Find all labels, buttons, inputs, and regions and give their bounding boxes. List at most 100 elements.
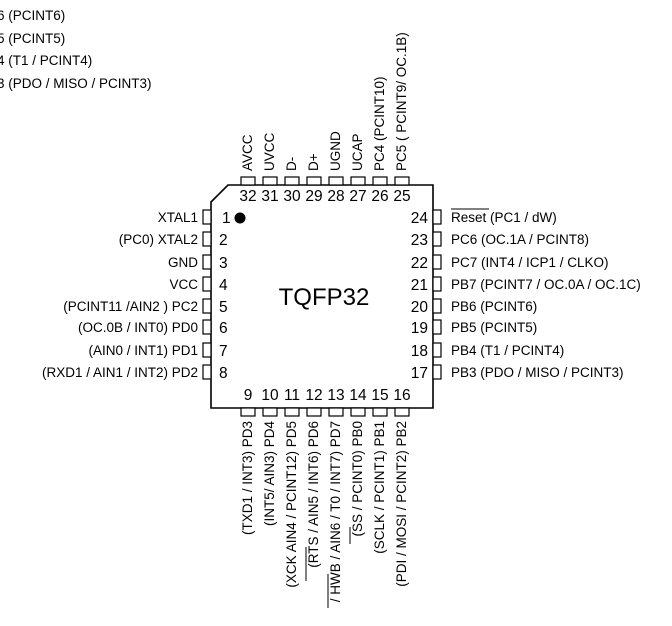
pin-15: 15 (SCLK / PCINT1) PB1 — [371, 387, 388, 554]
pin-6: 6 (OC.0B / INT0) PD0 — [78, 319, 228, 337]
pin-label: XTAL1 — [158, 210, 198, 225]
pin-27: 27 UCAP — [349, 133, 366, 205]
pin-number: 28 — [327, 188, 344, 205]
pin-lead — [202, 231, 212, 247]
pin-lead — [240, 176, 256, 186]
pin-number: 12 — [305, 387, 322, 404]
pin-lead — [372, 176, 388, 186]
pin-label: (OC.0B / INT0) PD0 — [78, 320, 198, 335]
pin-21: 21 PB7 (PCINT7 / OC.0A / OC.1C) — [411, 276, 641, 294]
pin-label: VCC — [169, 277, 198, 292]
pin-number: 2 — [219, 232, 228, 249]
pin-17: 17 PB3 (PDO / MISO / PCINT3) — [411, 364, 624, 382]
pin-5: 5 (PCINT11 /AIN2 ) PC2 — [63, 298, 228, 316]
pin-label: (PCINT11 /AIN2 ) PC2 — [63, 299, 198, 314]
pin-lead — [432, 342, 442, 358]
bottom-pins: 9 (TXD1 / INT3) PD3 10 (INT5/ AIN3) PD4 … — [240, 387, 411, 608]
cutoff-fragments: 6 (PCINT6) 5 (PCINT5) 4 (T1 / PCINT4) 3 … — [0, 8, 152, 91]
pin-lead — [262, 176, 278, 186]
pin-label: (XCK AIN4 / PCINT12) PD5 — [284, 421, 299, 588]
pin-lead — [240, 407, 256, 417]
pin-lead — [202, 342, 212, 358]
pin-label: Reset (PC1 / dW) — [451, 210, 557, 225]
pin-label: AVCC — [240, 134, 255, 171]
pin-4: 4 VCC — [169, 276, 228, 294]
pin-label: (SCLK / PCINT1) PB1 — [372, 421, 387, 554]
pin-31: 31 UVCC — [261, 132, 278, 205]
fragment-line: 5 (PCINT5) — [0, 31, 65, 46]
top-pins: 32 AVCC 31 UVCC 30 D- 29 D+ 28 UGND 27 U… — [239, 32, 410, 205]
pin-number: 13 — [327, 387, 344, 404]
pin-label: PC7 (INT4 / ICP1 / CLKO) — [451, 255, 609, 270]
pin-number: 14 — [349, 387, 367, 404]
pin-lead — [350, 407, 366, 417]
pin-label: (TXD1 / INT3) PD3 — [240, 421, 255, 535]
pin-2: 2 (PC0) XTAL2 — [119, 231, 228, 249]
pin-label: PB6 (PCINT6) — [451, 299, 537, 314]
pin-lead — [284, 176, 300, 186]
pin-label: / HWB / AIN6 / T0 / INT7) PD7 — [328, 421, 343, 602]
pin-lead — [328, 407, 344, 417]
pin-lead — [432, 254, 442, 270]
pin-number: 27 — [349, 188, 366, 205]
pin-number: 19 — [411, 320, 428, 337]
pin-10: 10 (INT5/ AIN3) PD4 — [261, 387, 279, 526]
pin-number: 25 — [393, 188, 410, 205]
pin-label: GND — [168, 255, 198, 270]
pin-number: 7 — [219, 343, 228, 360]
pin-number: 10 — [261, 387, 279, 404]
pin-lead — [432, 298, 442, 314]
pin-lead — [202, 319, 212, 335]
pin-label: (RXD1 / AIN1 / INT2) PD2 — [42, 365, 198, 380]
pin-number: 15 — [371, 387, 388, 404]
pin-number: 23 — [411, 232, 428, 249]
pin-lead — [394, 407, 410, 417]
pin-number: 21 — [411, 277, 428, 294]
pin-lead — [202, 209, 212, 225]
pin-number: 8 — [219, 365, 228, 382]
pin-lead — [328, 176, 344, 186]
pin-8: 8 (RXD1 / AIN1 / INT2) PD2 — [42, 364, 228, 382]
pin-16: 16 (PDI / MOSI / PCINT2) PB2 — [393, 387, 410, 587]
pin-label: (PC0) XTAL2 — [119, 232, 198, 247]
pin-lead — [432, 364, 442, 380]
pin1-marker — [234, 212, 246, 224]
pin-label: UGND — [328, 131, 343, 171]
pin-29: 29 D+ — [305, 153, 322, 205]
pin-20: 20 PB6 (PCINT6) — [411, 298, 537, 316]
pin-label: (PDI / MOSI / PCINT2) PB2 — [394, 421, 409, 587]
pin-13: 13 / HWB / AIN6 / T0 / INT7) PD7 — [327, 387, 345, 608]
pin-number: 5 — [219, 299, 228, 316]
pin-18: 18 PB4 (T1 / PCINT4) — [411, 342, 564, 360]
pin-number: 3 — [219, 255, 228, 272]
pin-lead — [284, 407, 300, 417]
pin-number: 31 — [261, 188, 278, 205]
pin-label: PB3 (PDO / MISO / PCINT3) — [451, 365, 624, 380]
pin-label: UCAP — [350, 133, 365, 171]
pin-number: 24 — [411, 210, 429, 227]
pin-30: 30 D- — [283, 157, 301, 205]
pin-label: D- — [284, 157, 299, 171]
pin-23: 23 PC6 (OC.1A / PCINT8) — [411, 231, 589, 249]
pin-label: PB5 (PCINT5) — [451, 320, 537, 335]
pin-lead — [202, 298, 212, 314]
pin-number: 30 — [283, 188, 301, 205]
pin-label: (AIN0 / INT1) PD1 — [88, 343, 198, 358]
pin-3: 3 GND — [168, 254, 228, 272]
pin-lead — [202, 254, 212, 270]
pin-7: 7 (AIN0 / INT1) PD1 — [88, 342, 228, 360]
pin-label: (INT5/ AIN3) PD4 — [262, 421, 277, 527]
pin-9: 9 (TXD1 / INT3) PD3 — [240, 387, 256, 535]
pin-lead — [306, 407, 322, 417]
pin-label: UVCC — [262, 132, 277, 171]
pin-26: 26 PC4 (PCINT10) — [371, 76, 388, 205]
pin-label: PB7 (PCINT7 / OC.0A / OC.1C) — [451, 277, 641, 292]
pin-lead — [432, 276, 442, 292]
pin-number: 16 — [393, 387, 410, 404]
pin-label: PC4 (PCINT10) — [372, 76, 387, 171]
pin-lead — [202, 276, 212, 292]
pin-lead — [350, 176, 366, 186]
pin-label: PC6 (OC.1A / PCINT8) — [451, 232, 589, 247]
pin-lead — [394, 176, 410, 186]
